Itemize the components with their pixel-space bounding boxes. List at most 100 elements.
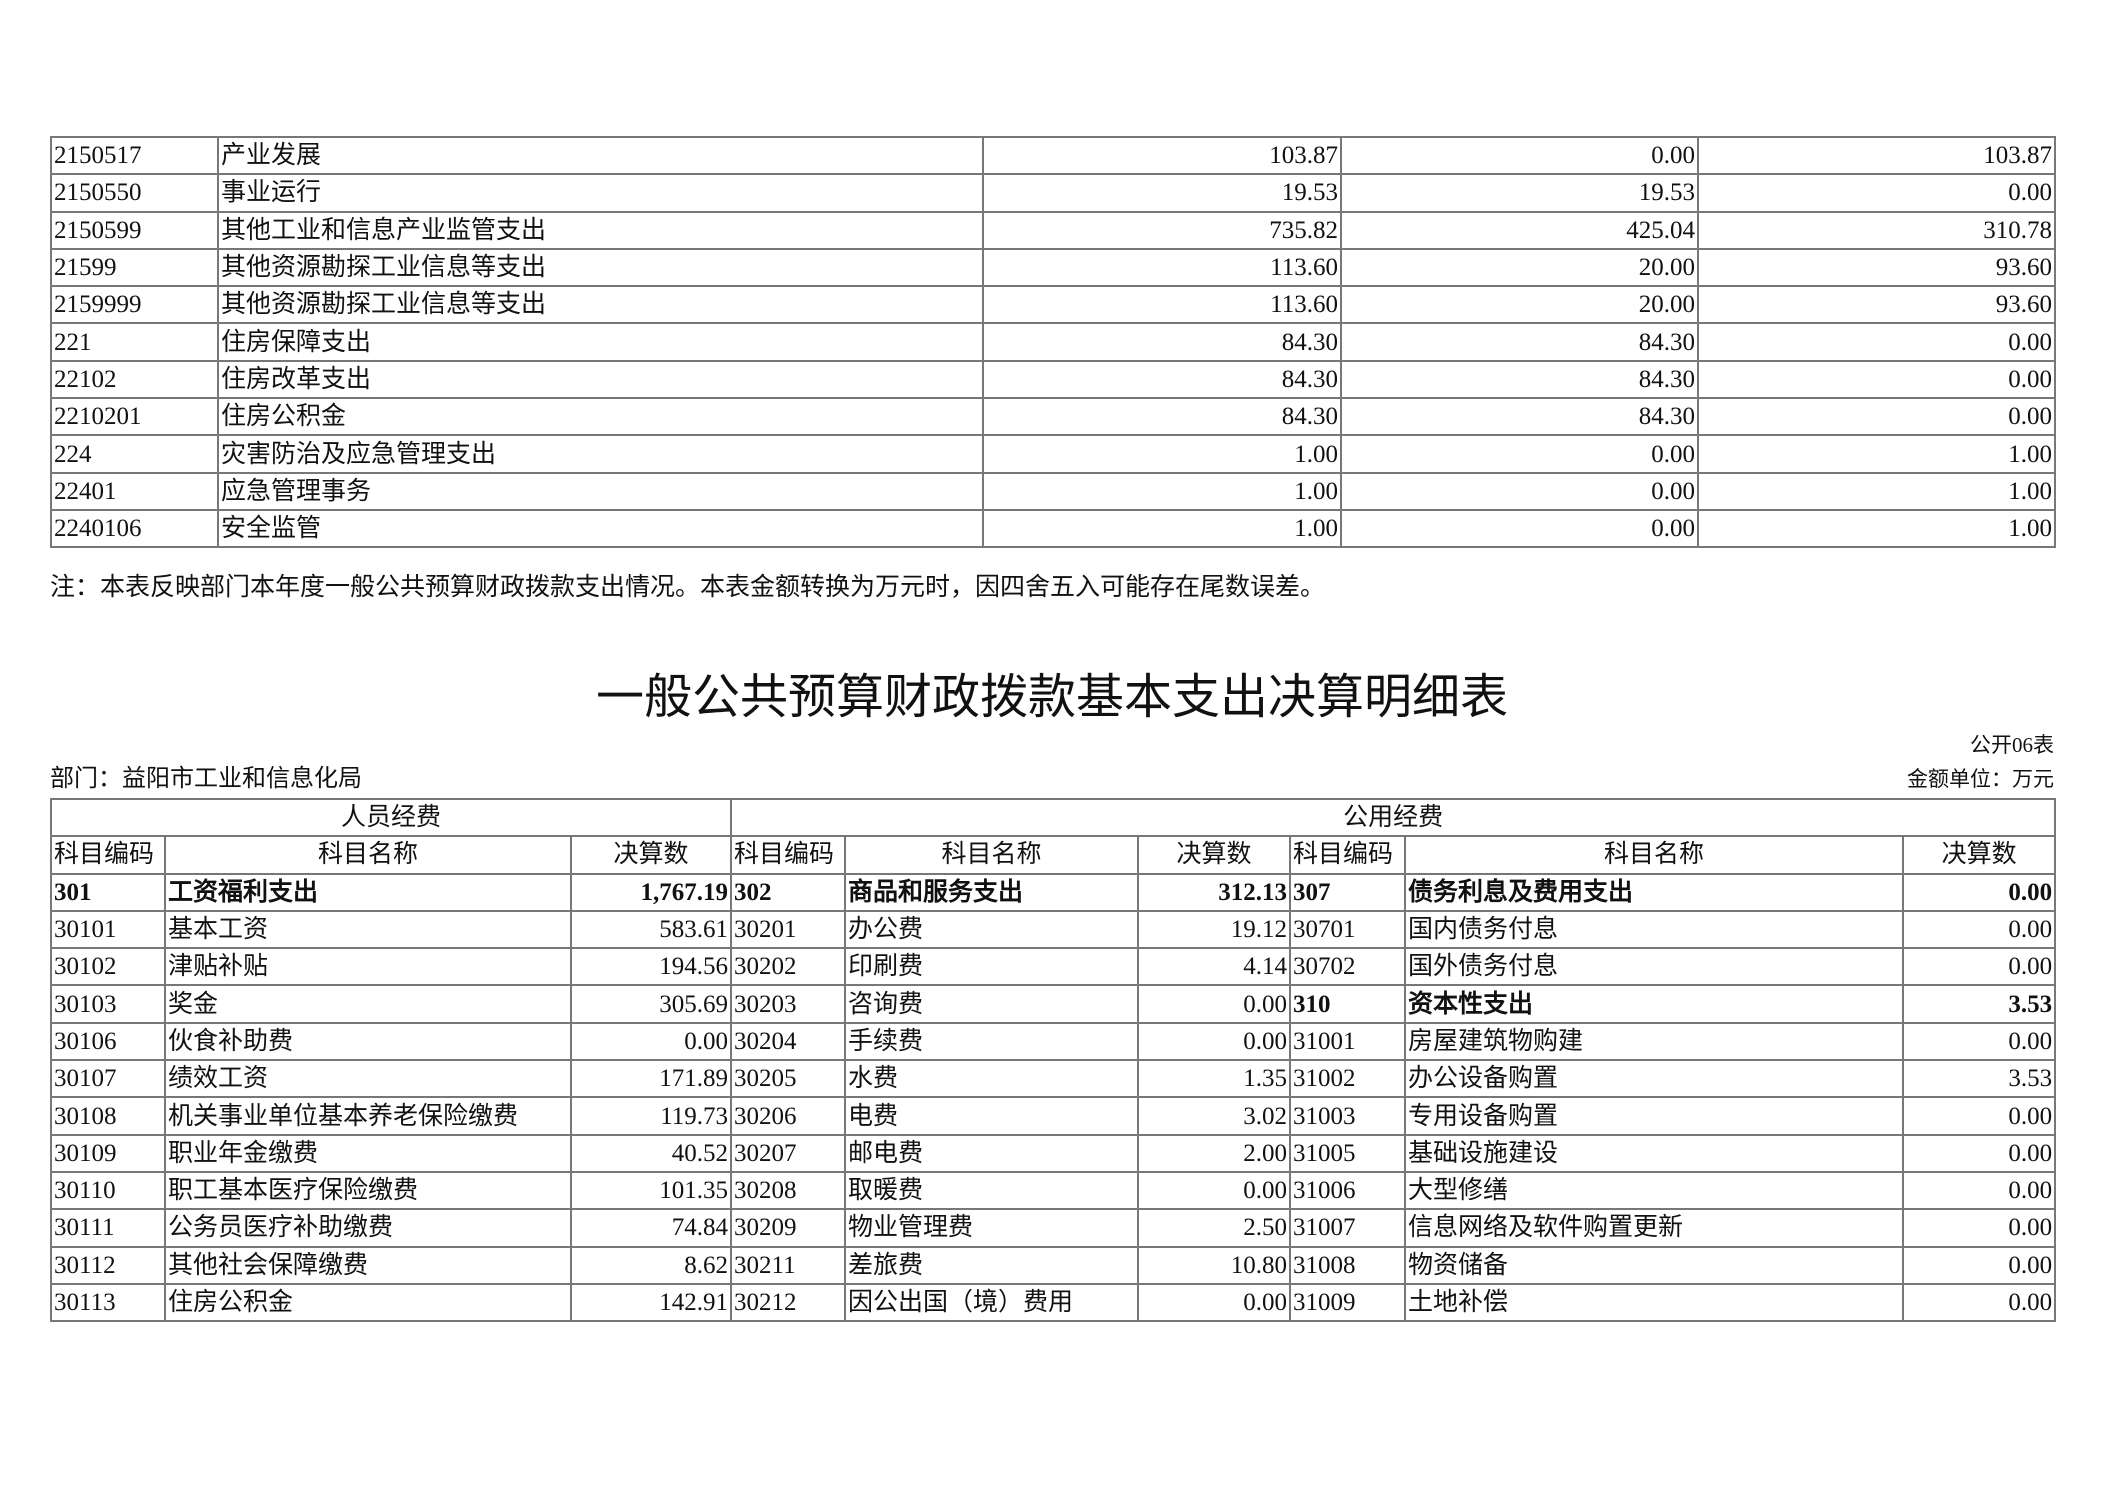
subject-name: 公务员医疗补助缴费 <box>164 1208 572 1248</box>
basic-amount: 0.00 <box>1340 434 1699 474</box>
subject-name: 取暖费 <box>844 1170 1140 1211</box>
project-amount: 0.00 <box>1697 359 2056 400</box>
amount: 0.00 <box>1137 1021 1292 1062</box>
subject-code: 31003 <box>1289 1096 1407 1136</box>
form-number: 公开06表 <box>1970 733 2054 757</box>
subject-name: 奖金 <box>164 984 572 1024</box>
amount: 0.00 <box>1902 1282 2057 1323</box>
subject-code: 30207 <box>730 1133 847 1173</box>
amount: 2.50 <box>1137 1208 1292 1248</box>
subject-name: 职业年金缴费 <box>164 1133 572 1173</box>
subject-code: 2150599 <box>50 210 219 250</box>
amount: 0.00 <box>1137 1170 1292 1211</box>
table-row: 30111 公务员医疗补助缴费 74.84 30209 物业管理费 2.50 31007 信息… <box>50 1208 2057 1248</box>
project-amount: 0.00 <box>1697 322 2056 362</box>
table-row: 30113 住房公积金 142.91 30212 因公出国（境）费用 0.00 31009 土… <box>50 1282 2057 1323</box>
table-row: 30108 机关事业单位基本养老保险缴费 119.73 30206 电费 3.02 3100… <box>50 1096 2057 1136</box>
column-header: 科目编码 <box>730 835 847 875</box>
amount: 0.00 <box>1137 1282 1292 1323</box>
column-header: 决算数 <box>569 835 733 875</box>
subject-name: 大型修缮 <box>1404 1170 1905 1211</box>
table-row: 30109 职业年金缴费 40.52 30207 邮电费 2.00 31005 基础设施建设 0… <box>50 1133 2057 1173</box>
subject-name: 土地补偿 <box>1404 1282 1905 1323</box>
basic-amount: 425.04 <box>1340 210 1699 250</box>
subject-name: 专用设备购置 <box>1404 1096 1905 1136</box>
subject-name: 资本性支出 <box>1404 984 1905 1024</box>
subject-name: 差旅费 <box>844 1245 1140 1285</box>
project-amount: 0.00 <box>1697 173 2056 213</box>
subject-code: 2150517 <box>50 135 219 176</box>
group-header-row: 人员经费 公用经费 <box>49 797 2057 838</box>
table-row: 2150550 事业运行 19.53 19.53 0.00 <box>50 173 2056 213</box>
unit-label: 金额单位：万元 <box>1907 767 2054 791</box>
basic-amount: 19.53 <box>1340 173 1699 213</box>
basic-amount: 0.00 <box>1340 135 1699 176</box>
subject-code: 2150550 <box>50 173 219 213</box>
amount: 8.62 <box>569 1245 733 1285</box>
project-amount: 1.00 <box>1697 434 2056 474</box>
project-amount: 93.60 <box>1697 247 2056 288</box>
table-row: 2159999 其他资源勘探工业信息等支出 113.60 20.00 93.60 <box>50 285 2056 325</box>
subject-name: 其他资源勘探工业信息等支出 <box>217 285 984 325</box>
amount: 3.53 <box>1902 984 2057 1024</box>
column-header-row: 科目编码 科目名称 决算数 科目编码 科目名称 决算数 科目编码 科目名称 决算数 <box>50 835 2057 875</box>
subject-name: 基础设施建设 <box>1404 1133 1905 1173</box>
subject-name: 住房改革支出 <box>217 359 984 400</box>
subject-name: 灾害防治及应急管理支出 <box>217 434 984 474</box>
subject-code: 31009 <box>1289 1282 1407 1323</box>
subject-name: 事业运行 <box>217 173 984 213</box>
column-header: 科目名称 <box>844 835 1140 875</box>
column-header: 科目编码 <box>1289 835 1407 875</box>
subject-code: 307 <box>1289 872 1407 912</box>
subject-name: 信息网络及软件购置更新 <box>1404 1208 1905 1248</box>
table-row: 30107 绩效工资 171.89 30205 水费 1.35 31002 办公设备购置 3.5… <box>50 1059 2057 1099</box>
amount: 312.13 <box>1137 872 1292 912</box>
subject-code: 2210201 <box>50 397 219 437</box>
subject-name: 绩效工资 <box>164 1059 572 1099</box>
column-header: 科目名称 <box>164 835 572 875</box>
subject-code: 31002 <box>1289 1059 1407 1099</box>
subject-code: 30101 <box>50 909 166 950</box>
subject-name: 津贴补贴 <box>164 947 572 987</box>
subject-code: 22401 <box>50 471 219 511</box>
subject-code: 221 <box>50 322 219 362</box>
table-row: 22102 住房改革支出 84.30 84.30 0.00 <box>50 359 2056 400</box>
basic-amount: 84.30 <box>1340 322 1699 362</box>
subject-name: 国内债务付息 <box>1404 909 1905 950</box>
department-label: 部门：益阳市工业和信息化局 <box>50 766 362 792</box>
subject-name: 商品和服务支出 <box>844 872 1140 912</box>
amount: 0.00 <box>1902 1170 2057 1211</box>
subject-name: 伙食补助费 <box>164 1021 572 1062</box>
column-header: 科目名称 <box>1404 835 1905 875</box>
amount: 74.84 <box>569 1208 733 1248</box>
amount: 171.89 <box>569 1059 733 1099</box>
project-amount: 1.00 <box>1697 508 2056 549</box>
amount: 0.00 <box>1902 872 2057 912</box>
basic-amount: 0.00 <box>1340 508 1699 549</box>
subject-code: 31008 <box>1289 1245 1407 1285</box>
subject-code: 30211 <box>730 1245 847 1285</box>
basic-amount: 84.30 <box>1340 359 1699 400</box>
page-title: 一般公共预算财政拨款基本支出决算明细表 <box>595 671 1508 724</box>
amount: 1.35 <box>1137 1059 1292 1099</box>
total-amount: 103.87 <box>982 135 1342 176</box>
amount: 0.00 <box>1902 1208 2057 1248</box>
subject-code: 30209 <box>730 1208 847 1248</box>
subject-code: 30107 <box>50 1059 166 1099</box>
table-row: 30102 津贴补贴 194.56 30202 印刷费 4.14 30702 国外债务付息 0.… <box>50 947 2057 987</box>
project-amount: 310.78 <box>1697 210 2056 250</box>
table-row: 30110 职工基本医疗保险缴费 101.35 30208 取暖费 0.00 31006 大型… <box>50 1170 2057 1211</box>
table-row: 21599 其他资源勘探工业信息等支出 113.60 20.00 93.60 <box>50 247 2056 288</box>
subject-code: 22102 <box>50 359 219 400</box>
subject-name: 机关事业单位基本养老保险缴费 <box>164 1096 572 1136</box>
subject-code: 30201 <box>730 909 847 950</box>
amount: 10.80 <box>1137 1245 1292 1285</box>
subject-name: 应急管理事务 <box>217 471 984 511</box>
project-amount: 93.60 <box>1697 285 2056 325</box>
subject-name: 住房公积金 <box>164 1282 572 1323</box>
amount: 3.53 <box>1902 1059 2057 1099</box>
table-row: 224 灾害防治及应急管理支出 1.00 0.00 1.00 <box>50 434 2056 474</box>
subject-name: 安全监管 <box>217 508 984 549</box>
column-header: 科目编码 <box>50 835 166 875</box>
subject-name: 其他社会保障缴费 <box>164 1245 572 1285</box>
